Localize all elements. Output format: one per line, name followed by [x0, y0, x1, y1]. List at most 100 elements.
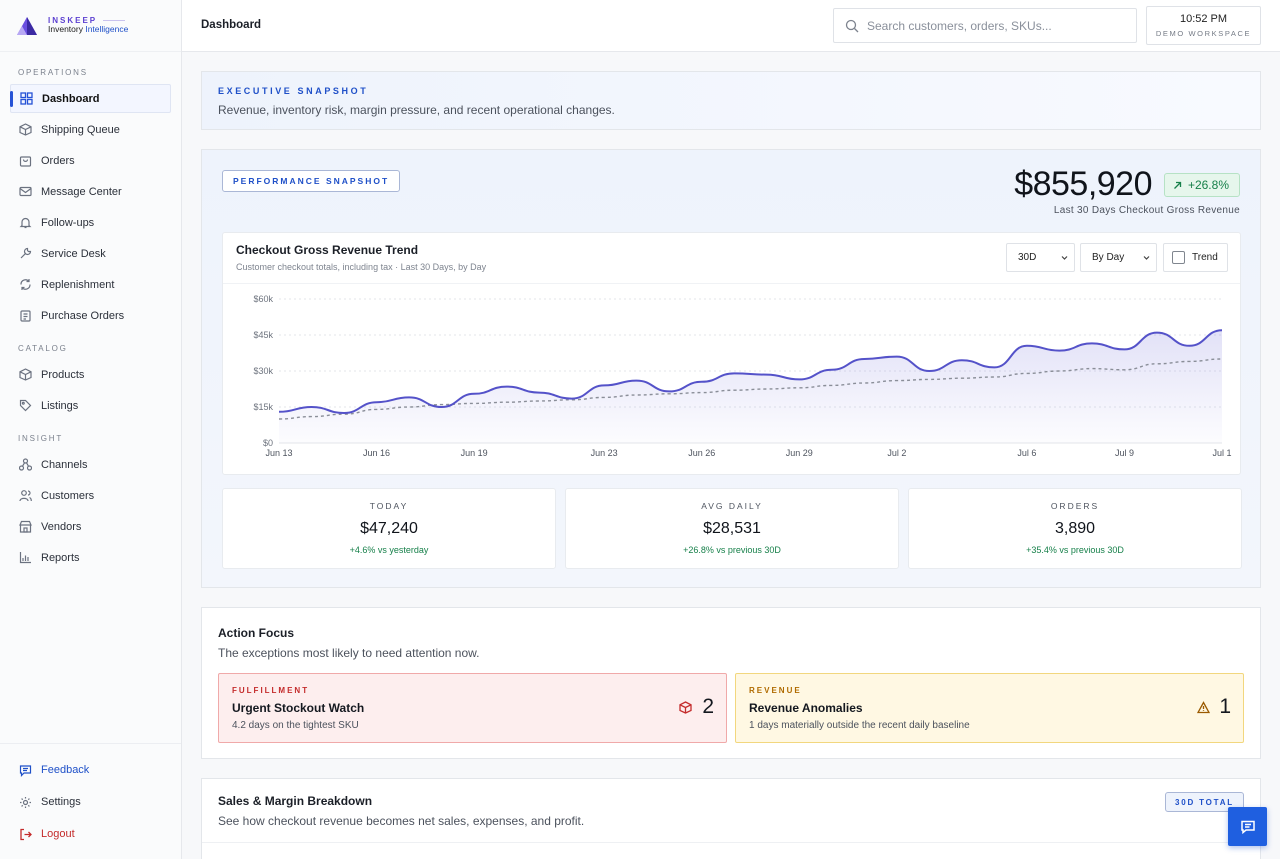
chat-button[interactable]	[1228, 807, 1267, 846]
sidebar-item-reports[interactable]: Reports	[10, 543, 171, 572]
brand-name: INSKEEP	[48, 16, 98, 26]
revenue-line	[278, 329, 1223, 415]
sidebar-item-message-center[interactable]: Message Center	[10, 177, 171, 206]
sidebar-item-label: Channels	[41, 458, 88, 471]
gear-icon	[19, 796, 32, 809]
stat-label: TODAY	[369, 501, 409, 511]
bar-chart-icon	[19, 551, 32, 564]
sidebar-item-dashboard[interactable]: Dashboard	[10, 84, 171, 113]
nav-section-catalog-label: CATALOG	[18, 344, 68, 353]
sidebar-item-label: Service Desk	[41, 247, 106, 260]
x-tick-label: Jun 16	[363, 448, 390, 458]
x-tick-label: Jun 13	[265, 448, 292, 458]
sidebar-item-shipping-queue[interactable]: Shipping Queue	[10, 115, 171, 144]
sidebar-item-orders[interactable]: Orders	[10, 146, 171, 175]
x-tick-label: Jul 1	[1212, 448, 1231, 458]
sidebar-item-logout[interactable]: Logout	[10, 819, 171, 849]
sidebar-item-listings[interactable]: Listings	[10, 391, 171, 420]
message-icon	[19, 764, 32, 777]
sidebar-item-channels[interactable]: Channels	[10, 450, 171, 479]
revenue-area	[279, 330, 1222, 443]
workspace-label: DEMO WORKSPACE	[1155, 29, 1252, 38]
sidebar-item-purchase-orders[interactable]: Purchase Orders	[10, 301, 171, 330]
search-input[interactable]	[867, 18, 1127, 33]
x-tick-label: Jul 9	[1115, 448, 1134, 458]
stat-change: +35.4% vs previous 30D	[1026, 545, 1124, 555]
range-select[interactable]: 30D	[1006, 243, 1075, 272]
sales-total-pill: 30D TOTAL	[1164, 792, 1244, 812]
alert-title: Revenue Anomalies	[749, 701, 863, 715]
sidebar-item-replenishment[interactable]: Replenishment	[10, 270, 171, 299]
sidebar-item-vendors[interactable]: Vendors	[10, 512, 171, 541]
chart-subtitle: Customer checkout totals, including tax …	[236, 262, 487, 272]
users-icon	[19, 489, 32, 502]
stat-card-avg-daily: AVG DAILY $28,531 +26.8% vs previous 30D	[565, 488, 899, 569]
brand[interactable]: INSKEEP Inventory Intelligence	[0, 0, 181, 52]
group-by-select[interactable]: By Day	[1080, 243, 1157, 272]
x-tick-label: Jun 29	[786, 448, 813, 458]
sidebar-item-settings[interactable]: Settings	[10, 787, 171, 817]
sidebar-item-label: Feedback	[41, 764, 90, 776]
alert-count: 2	[702, 695, 714, 718]
stat-value: $47,240	[360, 520, 418, 537]
alert-revenue-anomalies[interactable]: REVENUE Revenue Anomalies 1 days materia…	[735, 673, 1244, 743]
y-tick-label: $0	[263, 438, 273, 448]
workspace-clock: 10:52 PM DEMO WORKSPACE	[1146, 6, 1261, 45]
sales-subtitle: See how checkout revenue becomes net sal…	[218, 814, 585, 828]
search-box[interactable]	[833, 8, 1137, 43]
alert-title: Urgent Stockout Watch	[232, 701, 365, 715]
sidebar-item-label: Logout	[41, 828, 75, 840]
y-tick-label: $30k	[253, 366, 273, 376]
chevron-down-icon	[1142, 253, 1151, 262]
y-tick-label: $45k	[253, 330, 273, 340]
logout-icon	[19, 828, 32, 841]
network-icon	[19, 458, 32, 471]
stat-card-orders: ORDERS 3,890 +35.4% vs previous 30D	[908, 488, 1242, 569]
sidebar-item-label: Customers	[41, 489, 95, 502]
arrow-up-right-icon	[1173, 181, 1182, 190]
trend-toggle[interactable]: Trend	[1163, 243, 1228, 272]
chart-divider	[223, 283, 1240, 284]
x-tick-label: Jul 2	[887, 448, 906, 458]
sidebar-item-products[interactable]: Products	[10, 360, 171, 389]
bell-icon	[19, 216, 32, 229]
trend-line	[278, 358, 1223, 420]
trend-label: Trend	[1192, 252, 1218, 263]
total-revenue-value: $855,920	[1014, 165, 1152, 203]
sidebar-item-customers[interactable]: Customers	[10, 481, 171, 510]
sidebar-item-label: Settings	[41, 796, 81, 808]
sidebar-footer: Feedback Settings Logout	[0, 743, 181, 859]
brand-logo-icon	[16, 15, 38, 37]
page-title: Dashboard	[201, 19, 262, 31]
wrench-icon	[19, 247, 32, 260]
stat-label: AVG DAILY	[701, 501, 763, 511]
alert-count: 1	[1219, 695, 1231, 718]
grid-icon	[20, 92, 33, 105]
group-by-select-value: By Day	[1092, 252, 1125, 263]
stat-change: +26.8% vs previous 30D	[683, 545, 781, 555]
sidebar-item-feedback[interactable]: Feedback	[10, 755, 171, 785]
revenue-trend-chart-card: Checkout Gross Revenue Trend Customer ch…	[222, 232, 1241, 475]
alert-description: 1 days materially outside the recent dai…	[749, 720, 970, 731]
clock-time: 10:52 PM	[1179, 13, 1228, 25]
mail-icon	[19, 185, 32, 198]
y-tick-label: $15k	[253, 402, 273, 412]
sidebar-item-label: Replenishment	[41, 278, 115, 291]
x-tick-label: Jul 6	[1017, 448, 1036, 458]
sidebar-item-service-desk[interactable]: Service Desk	[10, 239, 171, 268]
store-icon	[19, 520, 32, 533]
chat-icon	[1240, 819, 1256, 835]
package-icon	[19, 123, 32, 136]
executive-subtitle: Revenue, inventory risk, margin pressure…	[218, 103, 615, 117]
performance-snapshot-card: PERFORMANCE SNAPSHOT $855,920 +26.8% Las…	[201, 149, 1261, 588]
sales-margin-card: Sales & Margin Breakdown See how checkou…	[201, 778, 1261, 859]
trend-checkbox[interactable]	[1172, 251, 1185, 264]
sidebar-item-label: Message Center	[41, 185, 122, 198]
sidebar-item-label: Dashboard	[42, 92, 100, 105]
executive-snapshot-card: EXECUTIVE SNAPSHOT Revenue, inventory ri…	[201, 71, 1261, 130]
action-focus-subtitle: The exceptions most likely to need atten…	[218, 646, 480, 660]
alert-urgent-stockout[interactable]: FULFILLMENT Urgent Stockout Watch 4.2 da…	[218, 673, 727, 743]
performance-pill: PERFORMANCE SNAPSHOT	[222, 170, 401, 192]
sidebar-item-follow-ups[interactable]: Follow-ups	[10, 208, 171, 237]
sidebar-item-label: Reports	[41, 551, 80, 564]
